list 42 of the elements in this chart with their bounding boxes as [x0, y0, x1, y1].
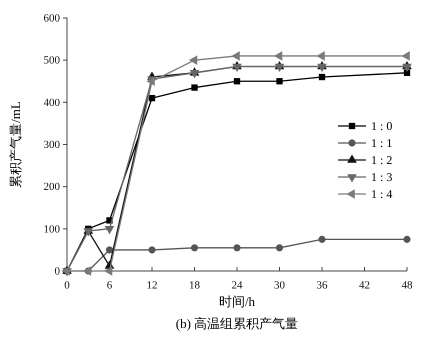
point	[191, 84, 198, 91]
x-tick-label: 12	[146, 279, 158, 292]
legend-label: 1 : 0	[371, 119, 392, 134]
point	[231, 51, 240, 61]
point	[403, 236, 411, 243]
point	[274, 51, 282, 61]
point	[188, 55, 198, 65]
point	[148, 94, 156, 102]
y-tick-label: 0	[54, 266, 60, 278]
point	[276, 78, 283, 84]
x-tick-label: 24	[232, 279, 243, 292]
x-tick-label: 48	[402, 279, 413, 292]
x-axis-title: 时间/h	[218, 294, 256, 309]
legend-label: 1 : 4	[371, 187, 392, 202]
legend-label: 1 : 1	[371, 136, 392, 150]
point	[104, 266, 112, 276]
point	[106, 246, 114, 254]
y-tick-label: 200	[44, 181, 60, 194]
point	[190, 244, 198, 252]
y-tick-label: 400	[44, 96, 60, 109]
point	[234, 78, 240, 84]
point	[276, 244, 284, 252]
point	[401, 51, 410, 61]
y-tick-label: 300	[44, 139, 60, 152]
point	[318, 74, 326, 80]
x-tick-label: 42	[359, 279, 370, 292]
x-tick-label: 30	[274, 279, 286, 292]
point	[316, 51, 325, 61]
legend-label: 1 : 3	[371, 170, 392, 184]
x-tick-label: 18	[189, 279, 200, 292]
text: (b) 高温组累积产气量	[176, 316, 298, 331]
point	[318, 236, 326, 243]
y-axis-title: 累积产气量/mL	[8, 101, 23, 188]
point	[148, 246, 156, 254]
x-tick-label: 6	[106, 279, 113, 292]
x-tick-label: 36	[316, 279, 328, 292]
y-tick-label: 600	[44, 12, 60, 25]
y-tick-label: 500	[44, 54, 60, 67]
point	[233, 244, 241, 252]
x-tick-label: 0	[64, 279, 70, 292]
y-tick-label: 100	[44, 223, 60, 236]
legend-label: 1 : 2	[371, 153, 392, 168]
